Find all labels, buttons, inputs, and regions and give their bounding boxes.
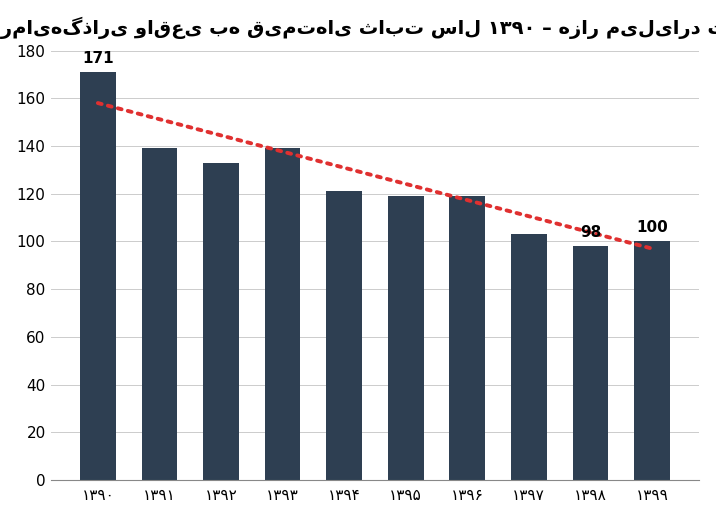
Bar [80,72,116,480]
Bar [142,148,178,480]
Bar [388,196,424,480]
Text: 100: 100 [636,220,668,236]
Text: 98: 98 [580,225,601,240]
Text: 171: 171 [82,51,114,66]
Bar [450,196,485,480]
Bar [203,163,239,480]
Bar [265,148,301,480]
Title: سرمایهگذاری واقعی به قیمت‌های ثابت سال ۱۳۹۰ – هزار میلیارد تومان: سرمایهگذاری واقعی به قیمت‌های ثابت سال ۱… [0,17,716,39]
Bar [326,191,362,480]
Bar [573,246,609,480]
Bar [511,235,547,480]
Bar [634,241,670,480]
